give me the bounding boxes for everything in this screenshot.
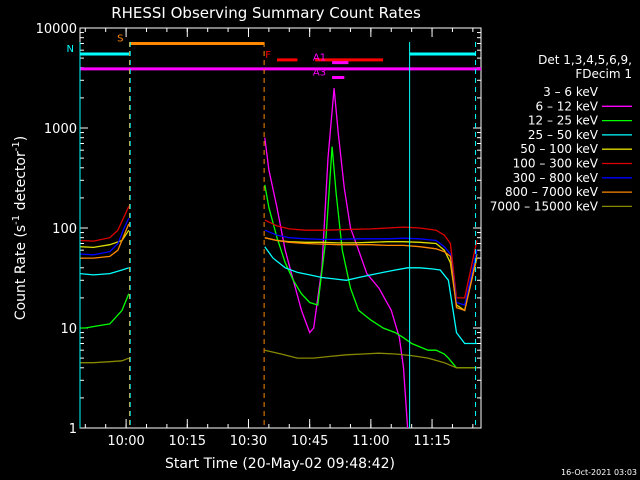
- y-tick-label: 10: [60, 322, 77, 337]
- y-tick-label: 100: [52, 222, 77, 237]
- x-tick-label: 10:15: [169, 434, 206, 449]
- series-line: [264, 349, 477, 369]
- x-axis: 10:00 10:15 10:30 10:45 11:00 11:15: [84, 28, 474, 449]
- legend-header-line-1: Det 1,3,4,5,6,9,: [538, 53, 632, 67]
- series-layer: [79, 88, 478, 429]
- vline-layer: [79, 42, 477, 428]
- y-tick-label: 1000: [44, 122, 77, 137]
- series-line: [79, 229, 130, 249]
- series-line: [126, 380, 130, 398]
- flag-layer: S N F A1 A3: [67, 33, 481, 79]
- y-axis: 1 10 100 1000 10000: [36, 22, 481, 437]
- flag-label: A3: [313, 67, 326, 78]
- series-4: [79, 246, 477, 345]
- legend-label: 25 – 50 keV: [528, 128, 599, 142]
- legend-label: 3 – 6 keV: [543, 85, 599, 99]
- series-line: [264, 237, 478, 312]
- series-line: [264, 246, 477, 345]
- series-line: [79, 267, 130, 276]
- legend-header-line-2: FDecim 1: [575, 67, 632, 81]
- series-3: [80, 146, 477, 369]
- legend-label: 7000 – 15000 keV: [490, 199, 599, 213]
- legend-label: 6 – 12 keV: [536, 99, 599, 113]
- legend-label: 50 – 100 keV: [520, 142, 599, 156]
- series-9: [80, 349, 477, 369]
- legend-label: 800 – 7000 keV: [505, 185, 599, 199]
- y-tick-label: 10000: [36, 22, 77, 37]
- series-line: [264, 88, 409, 429]
- series-line: [264, 146, 477, 369]
- series-8: [80, 223, 478, 312]
- flag-label: N: [67, 44, 74, 55]
- x-tick-label: 11:15: [413, 434, 450, 449]
- legend-label: 100 – 300 keV: [513, 157, 599, 171]
- legend-label: 12 – 25 keV: [528, 114, 599, 128]
- series-line: [80, 357, 130, 364]
- series-line: [264, 257, 404, 421]
- series-line: [264, 219, 478, 299]
- flag-label: F: [265, 50, 271, 61]
- series-line: [79, 218, 130, 256]
- x-tick-label: 10:00: [107, 434, 144, 449]
- x-tick-label: 10:30: [230, 434, 267, 449]
- y-axis-label: Count Rate (s-1 detector-1): [11, 136, 29, 320]
- series-1: [126, 257, 404, 421]
- series-line: [79, 206, 130, 242]
- legend-label: 300 – 800 keV: [513, 171, 599, 185]
- chart-title: RHESSI Observing Summary Count Rates: [111, 4, 421, 22]
- timestamp: 16-Oct-2021 03:03: [561, 468, 637, 477]
- series-6: [79, 206, 478, 299]
- series-2: [264, 88, 409, 429]
- x-axis-label: Start Time (20-May-02 09:48:42): [165, 456, 395, 472]
- flag-label: A1: [313, 53, 326, 64]
- series-line: [80, 293, 130, 329]
- flag-label: S: [117, 33, 123, 44]
- series-line: [80, 223, 130, 259]
- x-tick-label: 10:45: [291, 434, 328, 449]
- x-tick-label: 11:00: [352, 434, 389, 449]
- y-tick-label: 1: [69, 422, 77, 437]
